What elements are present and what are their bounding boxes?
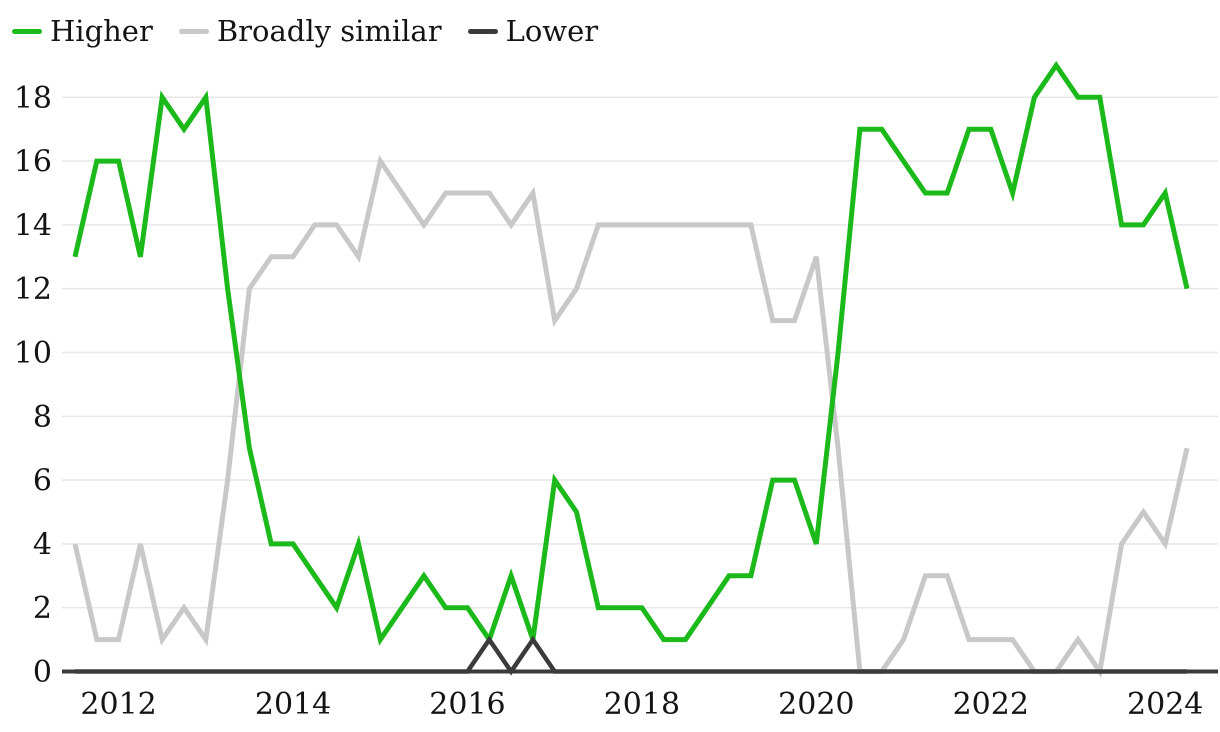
lower-line-swatch-icon — [467, 28, 498, 34]
x-tick-label: 2020 — [778, 687, 854, 722]
x-tick-label: 2016 — [429, 687, 505, 722]
legend-label-higher: Higher — [50, 14, 153, 48]
legend-label-broadly-similar: Broadly similar — [216, 14, 442, 48]
x-tick-label: 2018 — [604, 687, 680, 722]
y-tick-label: 10 — [14, 336, 52, 371]
series-line-broadly-similar — [72, 154, 1190, 679]
higher-line-swatch-icon — [12, 28, 42, 34]
x-tick-label: 2022 — [953, 687, 1029, 722]
legend-item-higher: Higher — [12, 14, 153, 48]
legend-item-broadly-similar: Broadly similar — [178, 14, 442, 48]
y-tick-label: 14 — [14, 208, 52, 243]
y-tick-label: 18 — [14, 81, 52, 116]
x-tick-label: 2012 — [80, 687, 156, 722]
y-tick-label: 12 — [14, 272, 52, 307]
y-tick-label: 4 — [33, 527, 52, 562]
x-tick-label: 2014 — [255, 687, 331, 722]
y-tick-label: 8 — [33, 400, 52, 435]
legend-item-lower: Lower — [467, 14, 599, 48]
series-line-higher — [72, 60, 1190, 646]
legend-label-lower: Lower — [505, 14, 599, 48]
y-tick-label: 6 — [33, 464, 52, 499]
chart-legend: Higher Broadly similar Lower — [12, 14, 598, 48]
broadly-similar-line-swatch-icon — [178, 28, 209, 34]
y-tick-label: 2 — [33, 591, 52, 626]
y-tick-label: 0 — [33, 655, 52, 690]
x-tick-label: 2024 — [1127, 687, 1203, 722]
y-tick-label: 16 — [14, 145, 52, 180]
series-line-lower — [75, 635, 1187, 676]
